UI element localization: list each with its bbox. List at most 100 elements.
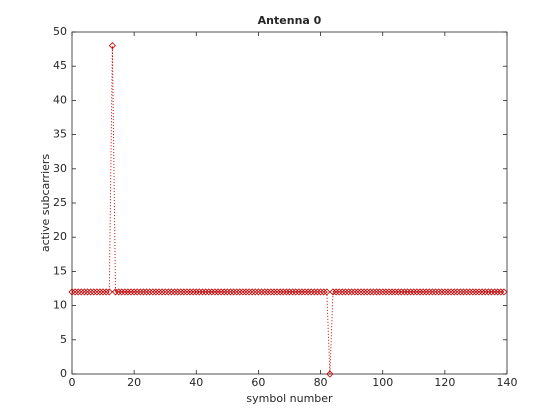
marker — [332, 288, 340, 296]
marker — [307, 288, 315, 296]
marker — [270, 288, 278, 296]
x-tick-label: 60 — [251, 376, 265, 389]
y-tick-label: 40 — [53, 93, 67, 106]
marker — [93, 288, 101, 296]
marker — [183, 288, 191, 296]
marker — [254, 288, 262, 296]
marker — [239, 288, 247, 296]
marker — [310, 288, 318, 296]
marker — [466, 288, 474, 296]
y-tick-label: 0 — [60, 367, 67, 380]
marker — [71, 288, 79, 296]
marker — [329, 288, 337, 296]
marker — [376, 288, 384, 296]
plot-frame — [71, 31, 508, 375]
x-tick-label: 80 — [314, 376, 328, 389]
marker — [385, 288, 393, 296]
marker — [251, 288, 259, 296]
y-tick-label: 50 — [53, 25, 67, 38]
marker — [366, 288, 374, 296]
marker — [198, 288, 207, 296]
marker — [335, 288, 343, 296]
y-tick-label: 35 — [53, 128, 67, 141]
y-tick-label: 25 — [53, 196, 67, 209]
marker — [491, 288, 499, 296]
marker — [158, 288, 166, 296]
marker — [289, 288, 297, 296]
marker — [152, 288, 160, 296]
marker — [83, 288, 92, 296]
marker — [435, 288, 443, 296]
marker — [428, 288, 436, 296]
marker — [195, 288, 203, 296]
marker — [220, 288, 228, 296]
marker — [453, 288, 461, 296]
marker — [416, 288, 424, 296]
marker — [320, 288, 328, 296]
marker — [155, 288, 163, 296]
marker — [478, 288, 486, 296]
marker — [74, 288, 82, 296]
marker — [323, 288, 331, 296]
marker — [372, 288, 381, 296]
x-tick-label: 100 — [372, 376, 393, 389]
marker — [189, 288, 197, 296]
marker — [226, 288, 235, 296]
marker — [450, 288, 458, 296]
marker — [444, 288, 452, 296]
marker — [108, 42, 116, 50]
marker — [261, 288, 269, 296]
marker — [285, 288, 294, 296]
marker — [397, 288, 405, 296]
marker — [472, 288, 480, 296]
marker — [494, 288, 502, 296]
marker — [186, 288, 194, 296]
marker — [469, 288, 477, 296]
chart-title: Antenna 0 — [258, 14, 322, 27]
marker — [410, 288, 418, 296]
y-tick-label: 20 — [53, 230, 67, 243]
x-tick-label: 0 — [69, 376, 76, 389]
y-tick-label: 45 — [53, 59, 67, 72]
marker — [192, 288, 200, 296]
marker — [236, 288, 244, 296]
marker — [174, 288, 182, 296]
marker — [394, 288, 402, 296]
marker — [301, 288, 309, 296]
marker — [223, 288, 231, 296]
marker — [363, 288, 371, 296]
marker — [497, 288, 505, 296]
marker — [87, 288, 95, 296]
marker — [484, 288, 492, 296]
marker — [115, 288, 123, 296]
marker — [298, 288, 306, 296]
marker — [273, 288, 281, 296]
marker — [357, 288, 365, 296]
marker — [127, 288, 135, 296]
marker — [500, 288, 508, 296]
marker — [130, 288, 138, 296]
marker — [161, 288, 169, 296]
marker — [248, 288, 256, 296]
marker — [313, 288, 322, 296]
marker — [304, 288, 312, 296]
marker — [388, 288, 396, 296]
marker — [180, 288, 188, 296]
marker — [344, 288, 353, 296]
marker — [419, 288, 427, 296]
marker — [245, 288, 253, 296]
x-tick-label: 40 — [189, 376, 203, 389]
marker — [99, 288, 107, 296]
marker — [382, 288, 390, 296]
marker — [400, 288, 409, 296]
x-tick-label: 120 — [434, 376, 455, 389]
marker — [202, 288, 210, 296]
marker — [139, 288, 148, 296]
marker — [177, 288, 185, 296]
marker — [217, 288, 225, 296]
marker — [354, 288, 362, 296]
marker — [338, 288, 346, 296]
x-tick-label: 140 — [497, 376, 518, 389]
